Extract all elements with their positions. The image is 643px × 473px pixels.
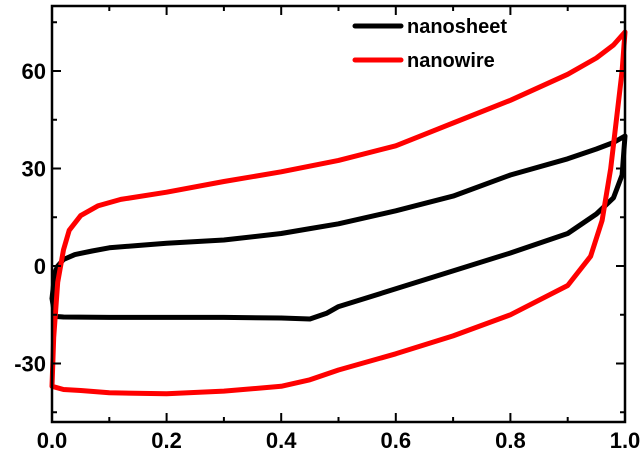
legend-label-nanowire: nanowire: [407, 50, 495, 72]
axes: 0.0 0.2 0.4 0.6 0.8 1.0 -30 0 30 60: [14, 4, 641, 453]
x-tick-label: 0.2: [151, 428, 182, 453]
y-tick-label: -30: [14, 352, 46, 377]
legend-label-nanosheet: nanosheet: [407, 16, 507, 38]
x-tick-label: 0.6: [381, 428, 412, 453]
x-tick-label: 0.8: [495, 428, 526, 453]
series-line-nanosheet: [49, 133, 628, 322]
x-tick-label: 1.0: [610, 428, 641, 453]
legend: nanosheet nanowire: [352, 16, 507, 72]
plot-area: [49, 29, 628, 397]
plot-frame: [50, 4, 627, 424]
x-tick-label: 0.4: [266, 428, 297, 453]
y-tick-label: 30: [22, 157, 46, 182]
y-tick-label: 0: [34, 254, 46, 279]
y-tick-label: 60: [22, 59, 46, 84]
x-tick-label: 0.0: [37, 428, 68, 453]
series-line-nanowire: [49, 29, 628, 397]
